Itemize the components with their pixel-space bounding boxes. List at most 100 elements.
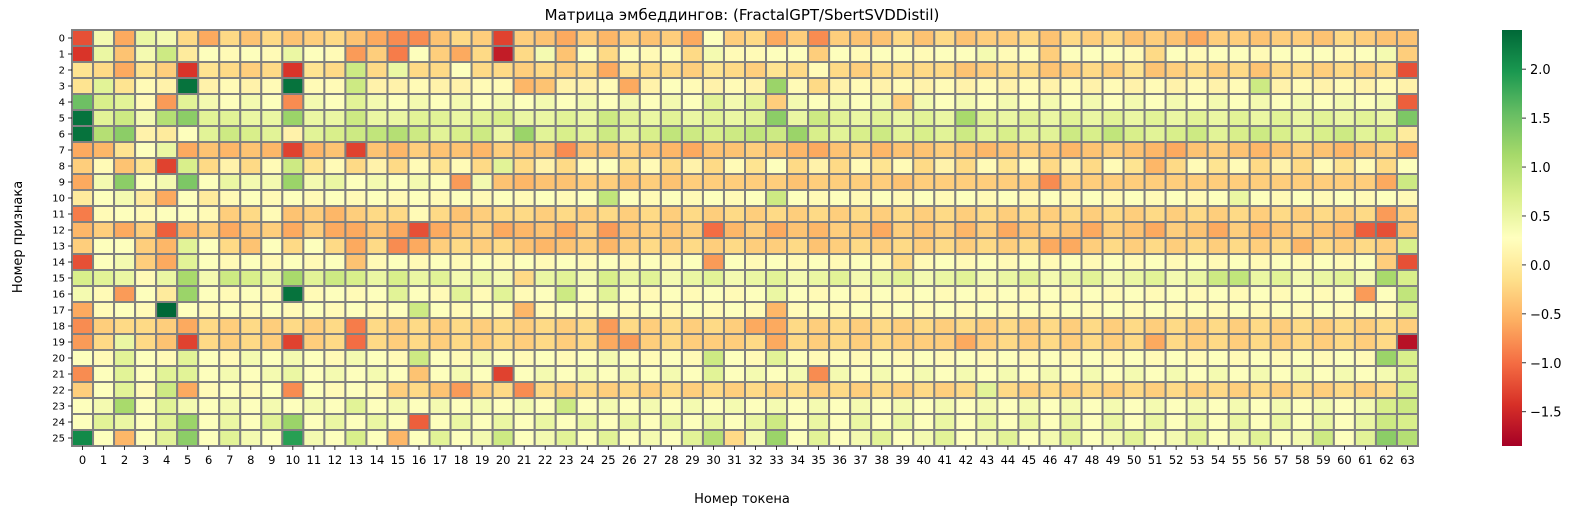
heatmap-cell bbox=[1227, 285, 1251, 303]
heatmap-cell bbox=[197, 141, 221, 159]
heatmap-cell bbox=[744, 125, 768, 143]
heatmap-cell bbox=[92, 125, 116, 143]
y-tick-label: 16 bbox=[52, 290, 65, 301]
heatmap-cell bbox=[1269, 301, 1293, 319]
heatmap-cell bbox=[1374, 413, 1398, 431]
heatmap-cell bbox=[828, 397, 852, 415]
heatmap-cell bbox=[1374, 269, 1398, 287]
heatmap-cell bbox=[1269, 397, 1293, 415]
heatmap-cell bbox=[491, 269, 515, 287]
heatmap-cell bbox=[1311, 221, 1335, 239]
heatmap-cell bbox=[975, 141, 999, 159]
heatmap-cell bbox=[954, 269, 978, 287]
x-tick-label: 25 bbox=[601, 453, 616, 467]
heatmap-cell bbox=[870, 173, 894, 191]
heatmap-cell bbox=[807, 173, 831, 191]
heatmap-cell bbox=[344, 333, 368, 351]
y-tick-labels: 0123456789101112131415161718192021222324… bbox=[52, 34, 72, 445]
heatmap-cell bbox=[1038, 269, 1062, 287]
heatmap-cell bbox=[933, 317, 957, 335]
heatmap-cell bbox=[134, 317, 158, 335]
heatmap-cell bbox=[575, 269, 599, 287]
heatmap-cell bbox=[1311, 269, 1335, 287]
heatmap-cell bbox=[722, 189, 746, 207]
heatmap-cell bbox=[1164, 269, 1188, 287]
heatmap-cell bbox=[365, 125, 389, 143]
heatmap-cell bbox=[71, 157, 95, 175]
heatmap-cell bbox=[134, 189, 158, 207]
heatmap-cell bbox=[71, 333, 95, 351]
heatmap-cell bbox=[870, 429, 894, 447]
heatmap-cell bbox=[1353, 253, 1377, 271]
y-tick-label: 13 bbox=[52, 242, 65, 253]
heatmap-cell bbox=[1353, 349, 1377, 367]
heatmap-cell bbox=[449, 237, 473, 255]
heatmap-cell bbox=[491, 157, 515, 175]
heatmap-cell bbox=[1290, 349, 1314, 367]
heatmap-cell bbox=[849, 429, 873, 447]
x-tick-label: 56 bbox=[1253, 453, 1268, 467]
heatmap-cell bbox=[912, 189, 936, 207]
heatmap-cell bbox=[1311, 429, 1335, 447]
heatmap-cell bbox=[407, 141, 431, 159]
heatmap-cell bbox=[1017, 125, 1041, 143]
heatmap-cell bbox=[891, 189, 915, 207]
heatmap-cell bbox=[407, 61, 431, 79]
heatmap-cell bbox=[92, 221, 116, 239]
heatmap-cell bbox=[218, 285, 242, 303]
heatmap-cell bbox=[176, 365, 200, 383]
heatmap-cell bbox=[1080, 397, 1104, 415]
heatmap-cell bbox=[155, 429, 179, 447]
heatmap-cell bbox=[996, 365, 1020, 383]
heatmap-cell bbox=[1122, 301, 1146, 319]
heatmap-cell bbox=[554, 29, 578, 47]
heatmap-cell bbox=[512, 349, 536, 367]
heatmap-cell bbox=[344, 317, 368, 335]
heatmap-cell bbox=[912, 365, 936, 383]
heatmap-cell bbox=[344, 221, 368, 239]
heatmap-cell bbox=[701, 173, 725, 191]
heatmap-cell bbox=[449, 93, 473, 111]
heatmap-cell bbox=[1311, 205, 1335, 223]
heatmap-cell bbox=[239, 333, 263, 351]
colorbar-tick-label: −1.0 bbox=[1530, 357, 1562, 372]
heatmap-cell bbox=[449, 365, 473, 383]
x-tick-label: 22 bbox=[538, 453, 553, 467]
heatmap-cell bbox=[996, 61, 1020, 79]
heatmap-cell bbox=[512, 429, 536, 447]
heatmap-cell bbox=[281, 141, 305, 159]
heatmap-cell bbox=[575, 333, 599, 351]
heatmap-cell bbox=[71, 29, 95, 47]
colorbar-tick-label: −1.5 bbox=[1530, 406, 1562, 421]
heatmap-cell bbox=[1290, 253, 1314, 271]
heatmap-cell bbox=[912, 77, 936, 95]
x-tick-label: 60 bbox=[1337, 453, 1352, 467]
heatmap-cell bbox=[554, 253, 578, 271]
heatmap-cell bbox=[617, 93, 641, 111]
heatmap-cell bbox=[975, 269, 999, 287]
heatmap-cell bbox=[638, 317, 662, 335]
heatmap-cell bbox=[1290, 173, 1314, 191]
heatmap-cell bbox=[828, 253, 852, 271]
heatmap-cell bbox=[1395, 397, 1419, 415]
heatmap-cell bbox=[365, 173, 389, 191]
heatmap-cell bbox=[155, 189, 179, 207]
heatmap-cell bbox=[92, 109, 116, 127]
heatmap-cell bbox=[386, 413, 410, 431]
heatmap-cell bbox=[680, 157, 704, 175]
heatmap-cell bbox=[554, 317, 578, 335]
heatmap-cell bbox=[1059, 381, 1083, 399]
heatmap-cell bbox=[1395, 141, 1419, 159]
heatmap-cell bbox=[176, 349, 200, 367]
heatmap-cell bbox=[680, 397, 704, 415]
heatmap-cell bbox=[323, 397, 347, 415]
heatmap-cell bbox=[786, 317, 810, 335]
heatmap-cell bbox=[744, 253, 768, 271]
heatmap-cell bbox=[996, 157, 1020, 175]
heatmap-cell bbox=[1101, 189, 1125, 207]
heatmap-cell bbox=[1038, 237, 1062, 255]
heatmap-cell bbox=[722, 109, 746, 127]
heatmap-cell bbox=[1311, 29, 1335, 47]
heatmap-cell bbox=[1059, 413, 1083, 431]
heatmap-cell bbox=[533, 61, 557, 79]
